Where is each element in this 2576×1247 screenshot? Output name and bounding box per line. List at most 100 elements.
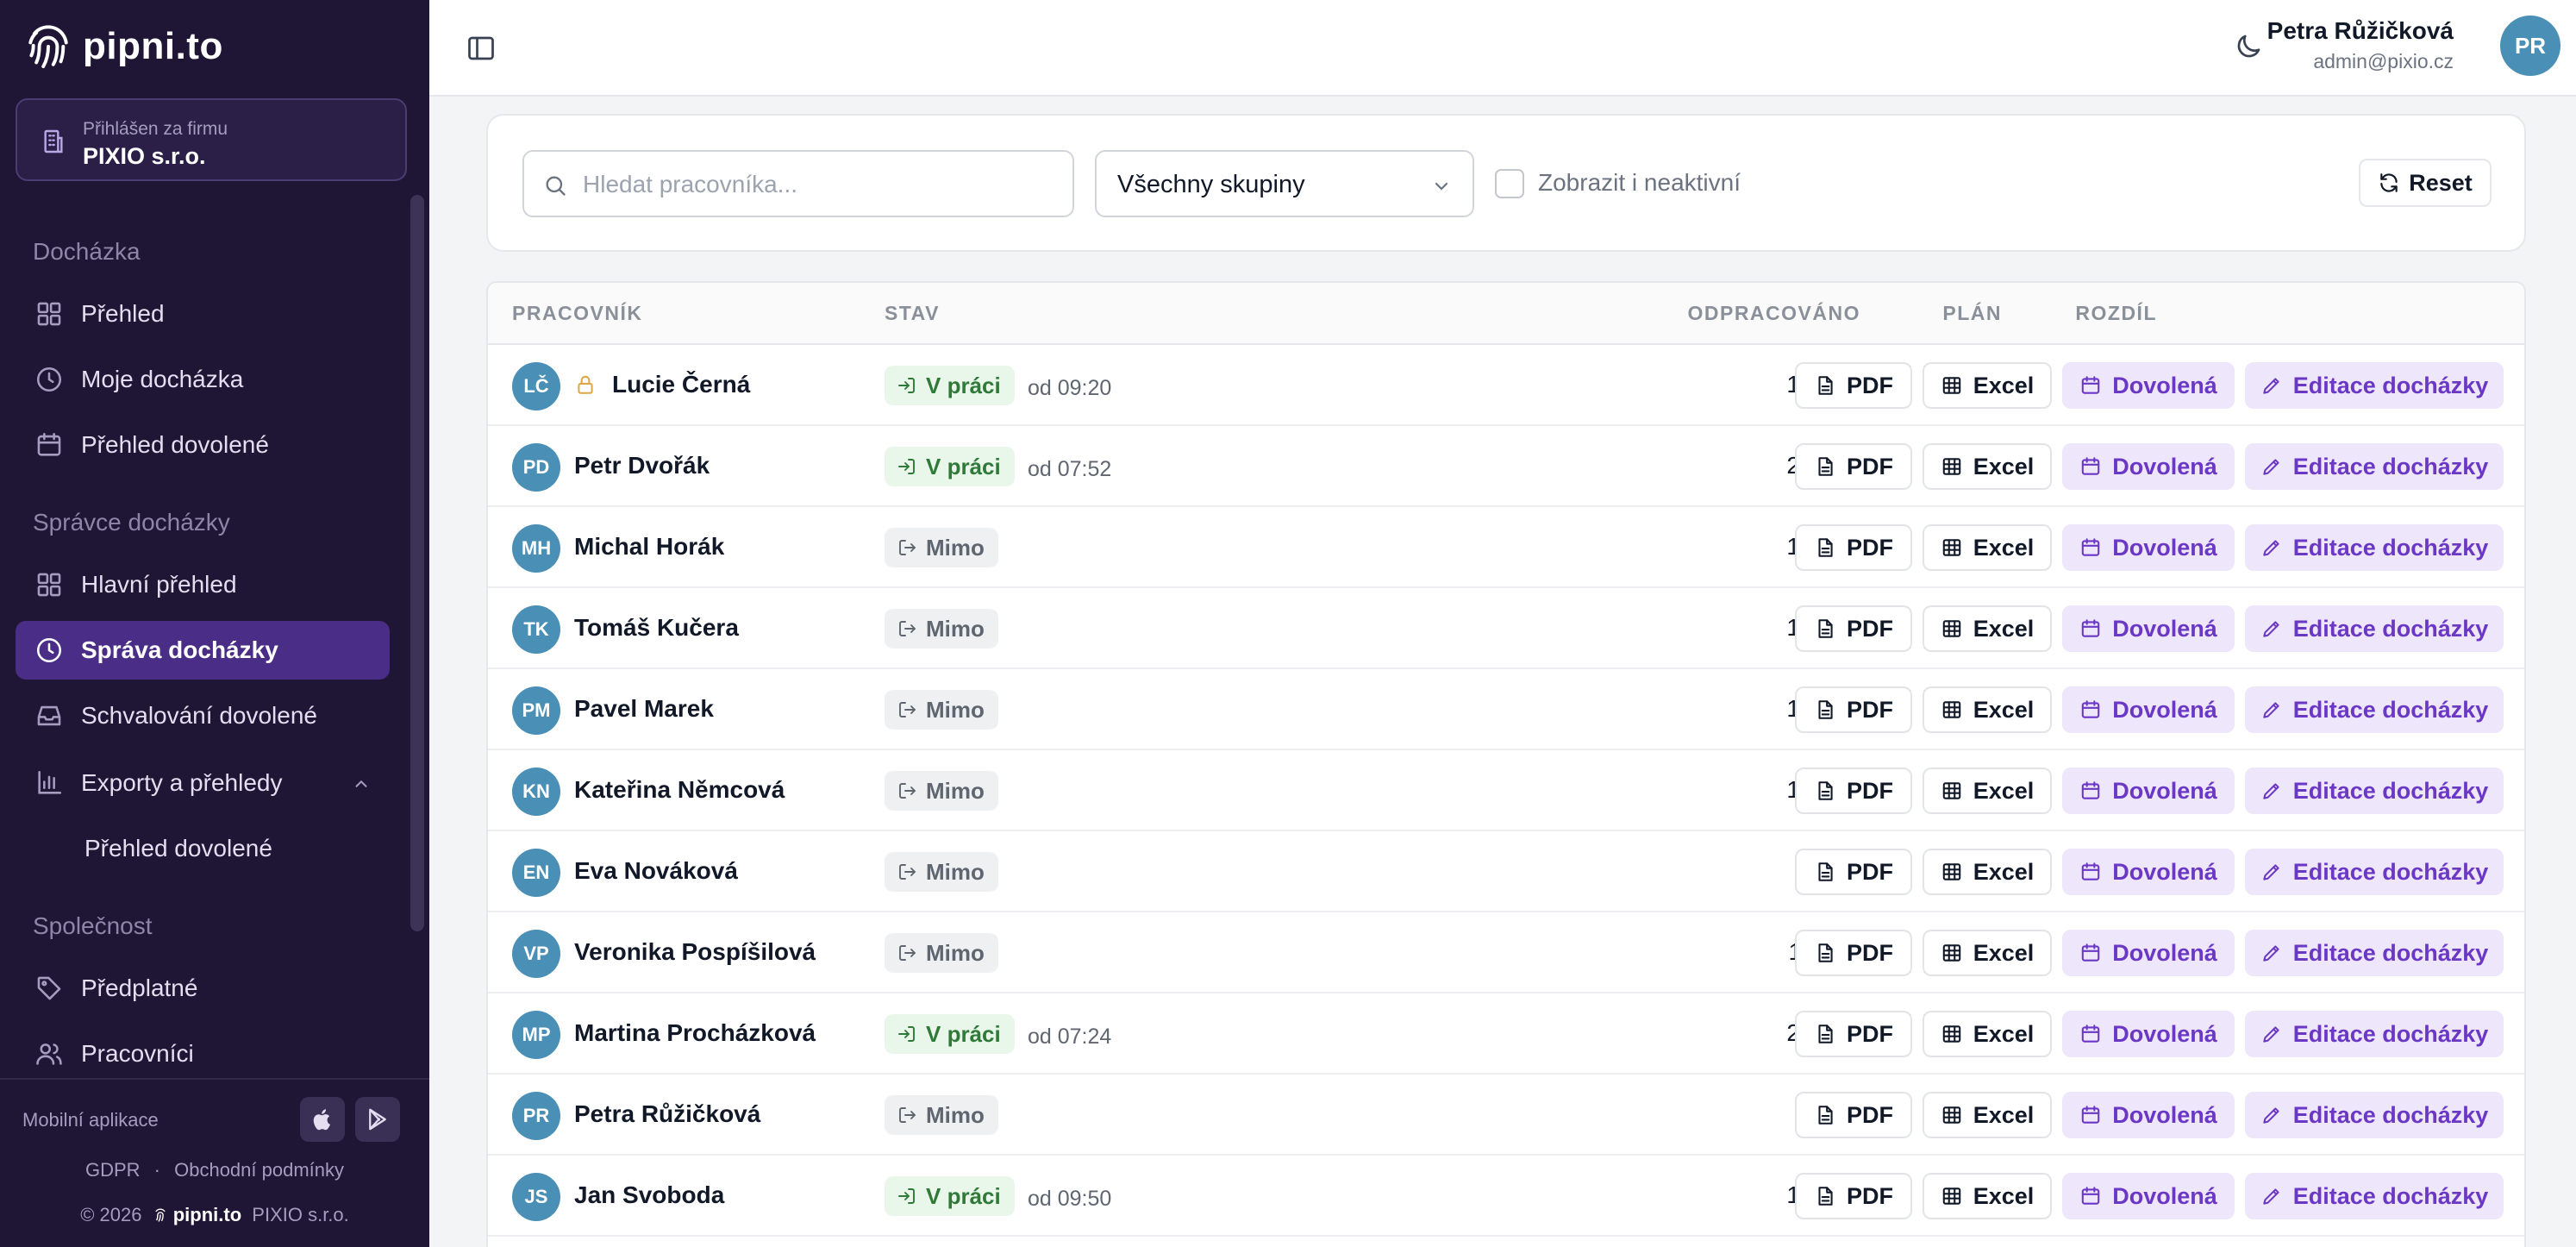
vacation-button[interactable]: Dovolená <box>2062 362 2235 409</box>
sidebar-item-schvalovani-dovolene[interactable]: Schvalování dovolené <box>16 686 390 745</box>
edit-attendance-button[interactable]: Editace docházky <box>2245 768 2504 814</box>
sidebar-item-prehled[interactable]: Přehled <box>16 285 390 343</box>
vacation-label: Dovolená <box>2112 858 2217 885</box>
group-select[interactable]: Všechny skupiny <box>1095 150 1474 217</box>
column-header-status[interactable]: STAV <box>885 302 940 324</box>
worker-name[interactable]: Martina Procházková <box>574 1019 816 1046</box>
file-icon <box>1818 781 1833 800</box>
vacation-button[interactable]: Dovolená <box>2062 930 2235 976</box>
excel-button[interactable]: Excel <box>1923 1173 2052 1219</box>
pdf-button[interactable]: PDF <box>1795 524 1912 571</box>
table-icon <box>1942 377 1960 394</box>
sidebar-item-exporty[interactable]: Exporty a přehledy <box>16 754 390 812</box>
moon-icon[interactable] <box>2233 31 2264 62</box>
edit-attendance-button[interactable]: Editace docházky <box>2245 849 2504 895</box>
excel-button[interactable]: Excel <box>1923 686 2052 733</box>
search-input[interactable] <box>583 167 1048 202</box>
pdf-button[interactable]: PDF <box>1795 443 1912 490</box>
sidebar-scrollbar[interactable] <box>410 195 424 931</box>
edit-attendance-button[interactable]: Editace docházky <box>2245 930 2504 976</box>
vacation-button[interactable]: Dovolená <box>2062 1092 2235 1138</box>
sidebar-item-pracovnici[interactable]: Pracovníci <box>16 1025 390 1083</box>
sidebar-item-moje-dochazka[interactable]: Moje docházka <box>16 350 390 409</box>
edit-attendance-button[interactable]: Editace docházky <box>2245 524 2504 571</box>
vacation-label: Dovolená <box>2112 1182 2217 1209</box>
edit-attendance-button[interactable]: Editace docházky <box>2245 1011 2504 1057</box>
vacation-button[interactable]: Dovolená <box>2062 686 2235 733</box>
worker-name[interactable]: Veronika Pospíšilová <box>574 938 816 965</box>
show-inactive-label[interactable]: Zobrazit i neaktivní <box>1538 169 1741 196</box>
user-avatar[interactable]: PR <box>2500 16 2560 76</box>
pdf-button[interactable]: PDF <box>1795 362 1912 409</box>
column-header-worker[interactable]: PRACOVNÍK <box>512 302 643 324</box>
app-logo[interactable]: pipni.to <box>24 19 223 74</box>
gdpr-link[interactable]: GDPR <box>84 1159 141 1181</box>
search-field[interactable] <box>522 150 1074 217</box>
worker-name[interactable]: Lucie Černá <box>612 371 751 398</box>
worker-name[interactable]: Michal Horák <box>574 533 725 560</box>
worker-name[interactable]: Kateřina Němcová <box>574 776 785 803</box>
edit-attendance-button[interactable]: Editace docházky <box>2245 443 2504 490</box>
users-icon <box>36 1043 62 1065</box>
column-header-worked[interactable]: ODPRACOVÁNO <box>1687 302 1860 324</box>
sidebar-item-hlavni-prehled[interactable]: Hlavní přehled <box>16 555 390 614</box>
sidebar-toggle-icon[interactable] <box>466 33 497 64</box>
status-badge: Mimo <box>885 771 998 811</box>
sidebar-item-predplatne[interactable]: Předplatné <box>16 959 390 1018</box>
excel-button[interactable]: Excel <box>1923 362 2052 409</box>
user-email: admin@pixio.cz <box>2313 50 2454 72</box>
column-header-diff[interactable]: ROZDÍL <box>2075 302 2157 324</box>
excel-button[interactable]: Excel <box>1923 768 2052 814</box>
calendar-icon <box>2081 1187 2100 1205</box>
excel-button[interactable]: Excel <box>1923 1011 2052 1057</box>
worker-name[interactable]: Pavel Marek <box>574 695 714 722</box>
pdf-button[interactable]: PDF <box>1795 605 1912 652</box>
show-inactive-checkbox[interactable] <box>1495 169 1524 198</box>
sidebar-item-sprava-dochazky[interactable]: Správa docházky <box>16 621 390 680</box>
calendar-icon <box>2081 1106 2100 1124</box>
pdf-button[interactable]: PDF <box>1795 1173 1912 1219</box>
sidebar-subitem-prehled-dovolene[interactable]: Přehled dovolené <box>84 835 272 862</box>
google-play-button[interactable] <box>355 1097 400 1142</box>
worker-name[interactable]: Petra Růžičková <box>574 1100 761 1127</box>
column-header-plan[interactable]: PLÁN <box>1942 302 2002 324</box>
app-store-button[interactable] <box>300 1097 345 1142</box>
pdf-button[interactable]: PDF <box>1795 930 1912 976</box>
excel-button[interactable]: Excel <box>1923 605 2052 652</box>
excel-button[interactable]: Excel <box>1923 524 2052 571</box>
vacation-button[interactable]: Dovolená <box>2062 524 2235 571</box>
excel-button[interactable]: Excel <box>1923 443 2052 490</box>
pdf-button[interactable]: PDF <box>1795 1092 1912 1138</box>
refresh-icon <box>2380 173 2398 192</box>
vacation-button[interactable]: Dovolená <box>2062 768 2235 814</box>
vacation-button[interactable]: Dovolená <box>2062 849 2235 895</box>
firm-switcher[interactable]: Přihlášen za firmu PIXIO s.r.o. <box>16 98 407 181</box>
worker-name[interactable]: Tomáš Kučera <box>574 614 739 641</box>
pdf-button[interactable]: PDF <box>1795 686 1912 733</box>
pdf-button[interactable]: PDF <box>1795 849 1912 895</box>
user-name[interactable]: Petra Růžičková <box>2267 17 2454 44</box>
pdf-button[interactable]: PDF <box>1795 768 1912 814</box>
excel-button[interactable]: Excel <box>1923 849 2052 895</box>
pdf-button[interactable]: PDF <box>1795 1011 1912 1057</box>
vacation-button[interactable]: Dovolená <box>2062 1173 2235 1219</box>
worker-avatar: LČ <box>512 362 560 410</box>
edit-attendance-button[interactable]: Editace docházky <box>2245 605 2504 652</box>
vacation-button[interactable]: Dovolená <box>2062 443 2235 490</box>
logout-icon <box>899 945 916 961</box>
edit-attendance-button[interactable]: Editace docházky <box>2245 1173 2504 1219</box>
worker-name[interactable]: Petr Dvořák <box>574 452 710 479</box>
excel-button[interactable]: Excel <box>1923 930 2052 976</box>
edit-attendance-button[interactable]: Editace docházky <box>2245 1092 2504 1138</box>
vacation-button[interactable]: Dovolená <box>2062 1011 2235 1057</box>
edit-attendance-button[interactable]: Editace docházky <box>2245 686 2504 733</box>
worker-name[interactable]: Eva Nováková <box>574 857 738 884</box>
worker-name[interactable]: Jan Svoboda <box>574 1181 725 1208</box>
status-since: od 09:20 <box>1028 376 1112 400</box>
sidebar-item-prehled-dovolene[interactable]: Přehled dovolené <box>16 416 390 474</box>
reset-button[interactable]: Reset <box>2359 159 2492 207</box>
edit-attendance-button[interactable]: Editace docházky <box>2245 362 2504 409</box>
excel-button[interactable]: Excel <box>1923 1092 2052 1138</box>
vacation-button[interactable]: Dovolená <box>2062 605 2235 652</box>
terms-link[interactable]: Obchodní podmínky <box>174 1159 345 1181</box>
